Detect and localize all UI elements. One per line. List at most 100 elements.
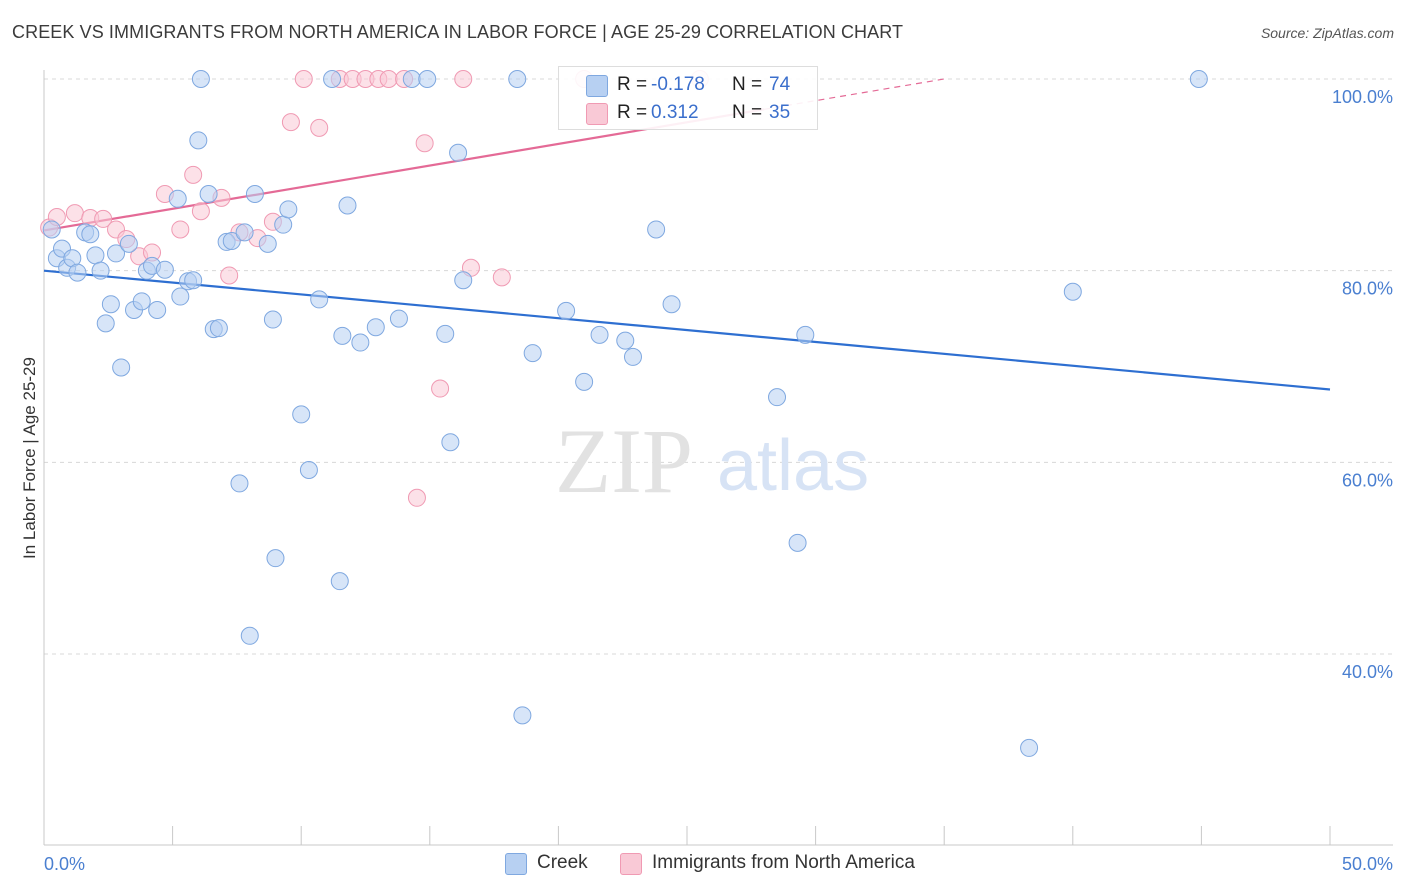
immigrants-point	[294, 70, 313, 88]
creek-point	[1063, 282, 1082, 301]
creek-point	[768, 388, 787, 407]
chart-title: CREEK VS IMMIGRANTS FROM NORTH AMERICA I…	[12, 22, 904, 42]
watermark-atlas: atlas	[717, 426, 869, 506]
creek-point	[454, 271, 473, 290]
creek-point	[279, 200, 298, 219]
creek-point	[168, 189, 187, 208]
immigrants-point	[281, 113, 300, 132]
creek-point	[266, 549, 285, 568]
creek-point	[101, 295, 120, 314]
creek-point	[119, 234, 138, 253]
creek-point	[351, 333, 370, 352]
creek-point	[171, 287, 190, 306]
creek-point	[245, 185, 264, 203]
creek-point	[96, 314, 115, 333]
creek-point	[148, 300, 167, 319]
immigrants-point	[220, 266, 239, 285]
creek-point	[240, 626, 259, 645]
creek-point	[112, 358, 131, 377]
source-label: Source: ZipAtlas.com	[1260, 25, 1394, 41]
creek-point	[338, 196, 357, 215]
immigrants-n-value: 35	[769, 102, 791, 123]
creek-point	[366, 318, 385, 337]
immigrants-swatch	[586, 103, 608, 125]
creek-point	[230, 474, 249, 493]
series-legend: Creek Immigrants from North America	[0, 851, 1406, 877]
creek-r-label: R =	[617, 74, 648, 95]
immigrants-point	[415, 134, 434, 153]
creek-point	[557, 301, 576, 320]
creek-point	[222, 231, 241, 250]
immigrants-point	[94, 209, 113, 228]
creek-point	[132, 292, 151, 311]
creek-point	[389, 309, 408, 328]
y-axis-label: In Labor Force | Age 25-29	[20, 357, 39, 559]
creek-point	[258, 234, 277, 253]
creek-point	[274, 215, 293, 234]
creek-point	[575, 372, 594, 391]
creek-point	[299, 461, 318, 479]
creek-legend-label: Creek	[537, 852, 588, 873]
creek-point	[155, 260, 174, 279]
creek-trend-line	[43, 269, 1331, 391]
creek-point	[436, 324, 455, 343]
creek-point	[523, 344, 542, 363]
immigrants-point	[191, 202, 210, 221]
creek-legend-swatch	[505, 853, 527, 875]
watermark-zip: ZIP	[555, 410, 693, 512]
creek-point	[107, 244, 126, 263]
immigrants-point	[171, 220, 190, 239]
creek-point	[508, 70, 527, 88]
creek-point	[42, 220, 61, 239]
creek-point	[441, 433, 460, 452]
immigrants-r-label: R =	[617, 102, 648, 123]
creek-point	[1020, 738, 1039, 757]
creek-point	[209, 319, 228, 338]
immigrants-point	[379, 70, 398, 88]
immigrants-point	[407, 488, 426, 507]
x-tick-label: 0.0%	[44, 854, 85, 874]
creek-point	[86, 246, 105, 265]
creek-point	[68, 263, 87, 282]
immigrants-n-label: N =	[732, 102, 763, 123]
creek-point	[647, 220, 666, 239]
creek-point	[191, 70, 210, 88]
creek-point	[330, 572, 349, 591]
immigrants-point	[310, 118, 329, 137]
y-tick-label: 80.0%	[1342, 279, 1393, 299]
creek-point	[788, 533, 807, 552]
immigrants-point	[184, 165, 203, 184]
creek-point	[333, 326, 352, 345]
creek-point	[662, 295, 681, 314]
tick-labels: 40.0% 60.0% 80.0% 100.0% 0.0% 50.0%	[44, 87, 1393, 874]
immigrants-point	[65, 204, 84, 223]
stats-legend: R = -0.178 N = 74 R = 0.312 N = 35	[558, 66, 818, 130]
creek-n-value: 74	[769, 74, 791, 95]
creek-point	[184, 271, 203, 290]
creek-point	[310, 290, 329, 309]
creek-point	[292, 405, 311, 424]
creek-point	[796, 325, 815, 344]
immigrants-point	[454, 70, 473, 88]
grid	[44, 78, 1393, 655]
creek-point	[323, 70, 342, 88]
data-points	[40, 70, 1208, 757]
creek-point	[513, 706, 532, 725]
creek-point	[623, 347, 642, 366]
creek-point	[616, 331, 635, 350]
creek-n-label: N =	[732, 74, 763, 95]
axes	[43, 70, 1393, 846]
creek-point	[235, 223, 254, 242]
immigrants-legend-swatch	[620, 853, 642, 875]
immigrants-legend-label: Immigrants from North America	[652, 852, 915, 873]
creek-point	[81, 225, 100, 244]
immigrants-trend-extension	[764, 78, 945, 110]
creek-point	[1189, 70, 1208, 88]
y-tick-label: 60.0%	[1342, 470, 1393, 490]
creek-point	[418, 70, 437, 88]
legend-row-creek: R = -0.178 N = 74	[559, 72, 817, 100]
creek-point	[189, 131, 208, 150]
creek-r-value: -0.178	[651, 74, 705, 95]
x-tick-label: 50.0%	[1342, 854, 1393, 874]
